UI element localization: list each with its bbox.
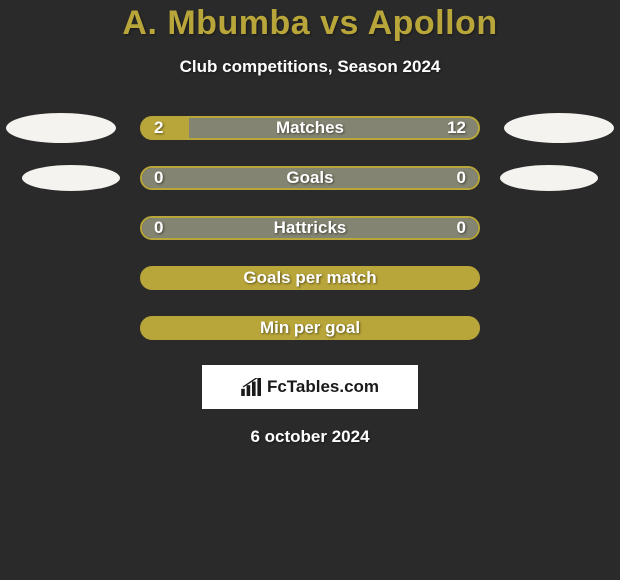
- stat-label: Goals per match: [243, 268, 376, 288]
- stat-bar-min-per-goal: Min per goal: [140, 316, 480, 340]
- stat-row: 0 Goals 0: [0, 165, 620, 191]
- stat-bar-hattricks: 0 Hattricks 0: [140, 216, 480, 240]
- player-oval-left: [22, 165, 120, 191]
- stat-bar-goals-per-match: Goals per match: [140, 266, 480, 290]
- brand-label: FcTables.com: [267, 377, 379, 397]
- stat-right-value: 12: [447, 118, 466, 138]
- stat-left-value: 0: [154, 218, 163, 238]
- stat-left-value: 2: [154, 118, 163, 138]
- stats-rows: 2 Matches 12 0 Goals 0 0 Hattricks: [0, 115, 620, 341]
- bar-chart-icon: [241, 378, 263, 396]
- stat-label: Min per goal: [260, 318, 360, 338]
- stat-row: 0 Hattricks 0: [0, 215, 620, 241]
- page-subtitle: Club competitions, Season 2024: [0, 57, 620, 77]
- player-oval-right: [504, 113, 614, 143]
- stat-bar-goals: 0 Goals 0: [140, 166, 480, 190]
- stat-left-value: 0: [154, 168, 163, 188]
- stat-label: Matches: [276, 118, 344, 138]
- stat-row: Min per goal: [0, 315, 620, 341]
- stat-right-value: 0: [457, 168, 466, 188]
- stat-label: Hattricks: [274, 218, 347, 238]
- player-oval-right: [500, 165, 598, 191]
- stat-row: Goals per match: [0, 265, 620, 291]
- page-title: A. Mbumba vs Apollon: [0, 4, 620, 43]
- stat-row: 2 Matches 12: [0, 115, 620, 141]
- bar-fill-left: [142, 118, 189, 138]
- player-oval-left: [6, 113, 116, 143]
- stat-bar-matches: 2 Matches 12: [140, 116, 480, 140]
- brand-badge[interactable]: FcTables.com: [202, 365, 418, 409]
- stat-label: Goals: [286, 168, 333, 188]
- stat-right-value: 0: [457, 218, 466, 238]
- date-label: 6 october 2024: [0, 427, 620, 447]
